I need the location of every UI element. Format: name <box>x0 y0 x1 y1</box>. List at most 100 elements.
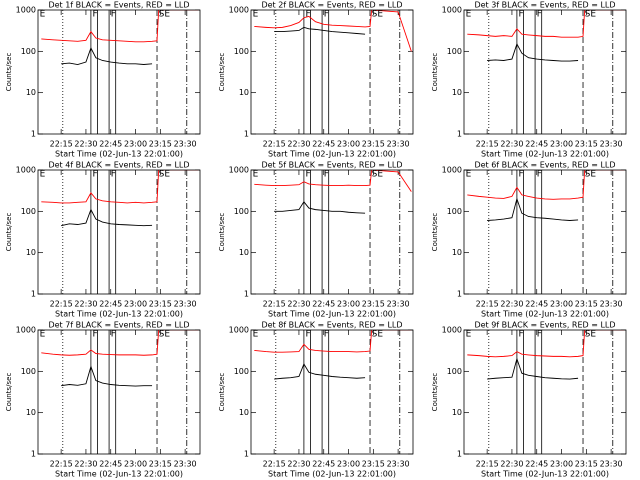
x-axis-label: Start Time (02-Jun-13 22:01:00) <box>481 150 609 159</box>
x-tick-label: 22:15 <box>476 460 499 469</box>
panel-title: Det 8f BLACK = Events, RED = LLD <box>261 321 402 330</box>
y-tick-label: 1 <box>244 130 249 139</box>
phase-label: F <box>111 10 116 20</box>
data-line <box>61 365 153 387</box>
y-tick-label: 10 <box>239 408 249 417</box>
panel: Det 8f BLACK = Events, RED = LLD Start Ti… <box>218 321 414 479</box>
y-tick-label: 1 <box>31 290 36 299</box>
x-tick-label: 22:45 <box>312 460 335 469</box>
x-axis-label: Start Time (02-Jun-13 22:01:00) <box>55 470 183 479</box>
x-tick-label: 23:15 <box>149 460 172 469</box>
y-tick-label: 10 <box>452 248 462 257</box>
phase-label: E <box>253 170 259 180</box>
x-tick-label: 22:15 <box>263 300 286 309</box>
y-axis-label: Counts/sec <box>431 53 439 92</box>
x-tick-label: 23:15 <box>149 300 172 309</box>
y-tick-label: 1000 <box>442 326 462 335</box>
phase-label: SE <box>585 10 597 20</box>
x-tick-label: 22:30 <box>287 300 310 309</box>
plot-frame <box>37 9 201 135</box>
y-tick-label: 10 <box>452 408 462 417</box>
phase-label: F <box>537 330 542 340</box>
y-tick-label: 10 <box>26 408 36 417</box>
x-tick-label: 22:15 <box>476 300 499 309</box>
x-axis-label: Start Time (02-Jun-13 22:01:00) <box>268 470 396 479</box>
x-tick-label: 22:45 <box>525 140 548 149</box>
x-tick-label: 22:30 <box>500 300 523 309</box>
y-tick-label: 100 <box>447 207 462 216</box>
y-tick-label: 1 <box>457 290 462 299</box>
x-tick-label: 23:30 <box>387 140 410 149</box>
x-tick-label: 23:15 <box>575 460 598 469</box>
x-axis-label: Start Time (02-Jun-13 22:01:00) <box>55 150 183 159</box>
x-tick-label: 22:15 <box>50 140 73 149</box>
x-tick-label: 22:45 <box>525 460 548 469</box>
plot-frame <box>463 9 627 135</box>
x-tick-label: 22:15 <box>263 140 286 149</box>
phase-label: E <box>40 330 46 340</box>
y-tick-label: 100 <box>234 367 249 376</box>
data-line <box>274 201 366 214</box>
x-tick-label: 23:30 <box>387 460 410 469</box>
x-tick-label: 22:30 <box>500 140 523 149</box>
plot-frame <box>463 169 627 295</box>
panel-title: Det 7f BLACK = Events, RED = LLD <box>48 321 189 330</box>
x-tick-label: 23:30 <box>600 460 623 469</box>
x-tick-label: 22:45 <box>312 300 335 309</box>
data-line <box>254 10 412 52</box>
y-axis-label: Counts/sec <box>5 373 13 412</box>
x-tick-label: 23:00 <box>124 300 147 309</box>
phase-label: F <box>537 10 542 20</box>
data-line <box>274 363 366 380</box>
data-line <box>274 26 366 35</box>
x-tick-label: 22:45 <box>525 300 548 309</box>
panel-title: Det 4f BLACK = Events, RED = LLD <box>48 161 189 170</box>
y-tick-label: 10 <box>239 88 249 97</box>
panel: Det 4f BLACK = Events, RED = LLD Start Ti… <box>5 161 201 319</box>
x-tick-label: 23:15 <box>149 140 172 149</box>
x-tick-label: 23:00 <box>337 460 360 469</box>
x-tick-label: 23:00 <box>337 140 360 149</box>
x-tick-label: 22:15 <box>476 140 499 149</box>
data-line <box>61 208 153 227</box>
panel: Det 1f BLACK = Events, RED = LLD Start Ti… <box>5 1 201 159</box>
x-tick-label: 22:30 <box>287 140 310 149</box>
phase-label: F <box>324 170 329 180</box>
panel-title: Det 5f BLACK = Events, RED = LLD <box>261 161 402 170</box>
plot-frame <box>37 169 201 295</box>
y-tick-label: 1 <box>457 450 462 459</box>
y-axis-label: Counts/sec <box>218 53 226 92</box>
x-axis-label: Start Time (02-Jun-13 22:01:00) <box>481 470 609 479</box>
y-tick-label: 100 <box>21 207 36 216</box>
x-tick-label: 23:30 <box>174 300 197 309</box>
panel: Det 5f BLACK = Events, RED = LLD Start Ti… <box>218 161 414 319</box>
panel: Det 6f BLACK = Events, RED = LLD Start Ti… <box>431 161 627 319</box>
y-tick-label: 1 <box>31 450 36 459</box>
x-tick-label: 22:45 <box>99 300 122 309</box>
phase-label: F <box>519 10 524 20</box>
y-tick-label: 100 <box>21 367 36 376</box>
panel-title: Det 2f BLACK = Events, RED = LLD <box>261 1 402 10</box>
phase-label: SE <box>372 170 384 180</box>
data-line <box>487 42 579 62</box>
y-axis-label: Counts/sec <box>5 53 13 92</box>
panel: Det 3f BLACK = Events, RED = LLD Start Ti… <box>431 1 627 159</box>
phase-label: E <box>253 10 259 20</box>
data-line <box>254 330 412 353</box>
x-tick-label: 22:30 <box>74 140 97 149</box>
y-tick-label: 1000 <box>229 326 249 335</box>
phase-label: E <box>466 170 472 180</box>
y-axis-label: Counts/sec <box>5 213 13 252</box>
x-tick-label: 23:15 <box>575 300 598 309</box>
phase-label: SE <box>372 330 384 340</box>
x-tick-label: 23:15 <box>575 140 598 149</box>
data-line <box>467 330 625 358</box>
data-line <box>41 330 199 356</box>
phase-label: F <box>93 170 98 180</box>
plot-frame <box>250 329 414 455</box>
x-tick-label: 22:30 <box>500 460 523 469</box>
x-tick-label: 23:00 <box>550 300 573 309</box>
y-tick-label: 1000 <box>229 6 249 15</box>
y-tick-label: 100 <box>21 47 36 56</box>
plot-frame <box>250 9 414 135</box>
